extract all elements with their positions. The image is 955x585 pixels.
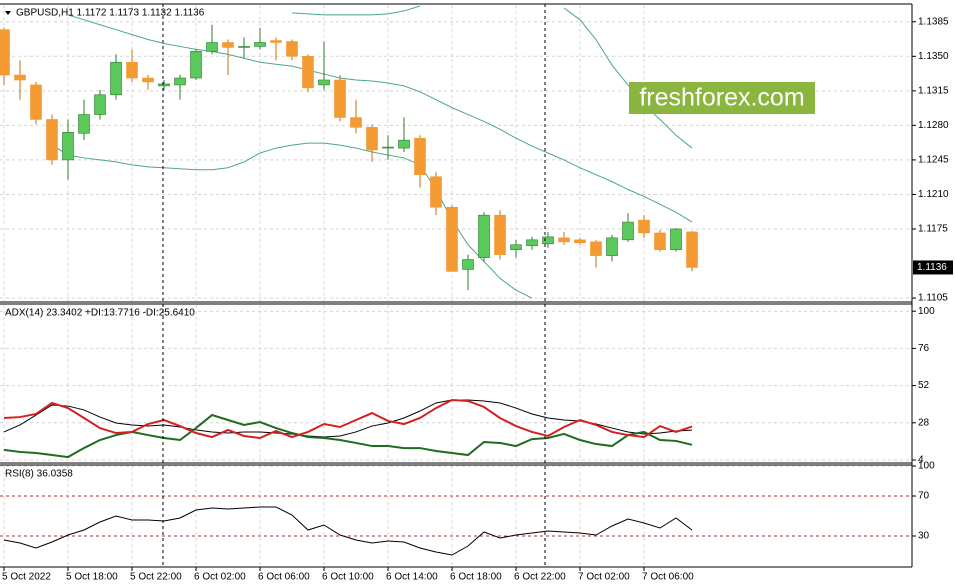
panel-title: GBPUSD,H1 1.1172 1.1173 1.1132 1.1136 [16, 8, 205, 19]
candle-body [382, 146, 394, 149]
candle-body [0, 29, 10, 76]
candle-body [414, 137, 426, 176]
y-tick-label: 1.1315 [918, 85, 949, 96]
y-tick-label: 1.1105 [918, 293, 948, 304]
candle-body [462, 259, 474, 270]
candle-body [558, 237, 570, 243]
bollinger-band [563, 7, 693, 149]
candle-body [270, 40, 282, 43]
candle-body [62, 131, 74, 161]
candle-body [670, 228, 682, 251]
indicator-line [3, 506, 693, 556]
y-tick-label: 1.1385 [918, 16, 949, 27]
candle-body [30, 84, 42, 120]
x-tick-label: 5 Oct 18:00 [66, 572, 118, 583]
candle-body [174, 77, 186, 86]
candle-body [622, 221, 634, 241]
y-tick-label: 28 [918, 417, 930, 428]
candle-body [478, 214, 490, 258]
x-tick-label: 6 Oct 02:00 [194, 572, 246, 583]
candle-body [190, 51, 202, 79]
y-tick-label: 76 [918, 343, 930, 354]
candle-body [398, 139, 410, 149]
indicator-line [3, 413, 693, 459]
y-tick-label: 100 [918, 461, 935, 472]
candle-body [606, 237, 618, 256]
candle-body [526, 239, 538, 247]
candle-body [510, 244, 522, 251]
y-tick-label: 4 [918, 455, 924, 466]
y-tick-label: 1.1175 [918, 224, 948, 235]
candle-body [46, 119, 58, 161]
x-tick-label: 6 Oct 18:00 [450, 572, 502, 583]
y-tick-label: 70 [918, 491, 930, 502]
candle-body [366, 127, 378, 151]
x-tick-label: 6 Oct 10:00 [322, 572, 374, 583]
candle-body [222, 42, 234, 48]
x-tick-label: 6 Oct 14:00 [386, 572, 438, 583]
candle-body [126, 61, 138, 79]
candle-body [654, 232, 666, 251]
candle-body [350, 117, 362, 128]
panel-title: RSI(8) 36.0358 [5, 469, 73, 480]
panel-title: ADX(14) 23.3402 +DI:13.7716 -DI:25.6410 [5, 308, 195, 319]
candle-body [318, 79, 330, 86]
candle-body [142, 77, 154, 83]
y-tick-label: 1.1245 [918, 155, 949, 166]
bollinger-band [67, 14, 693, 223]
y-tick-label: 30 [918, 531, 930, 542]
candle-body [302, 56, 314, 89]
x-tick-label: 6 Oct 22:00 [514, 572, 566, 583]
candle-body [494, 214, 506, 255]
candle-body [590, 241, 602, 256]
x-tick-label: 7 Oct 02:00 [578, 572, 630, 583]
candle-body [238, 46, 250, 48]
plot-area [0, 5, 912, 566]
bollinger-band [291, 5, 421, 16]
candle-body [286, 41, 298, 57]
candle-body [430, 176, 442, 208]
x-tick-label: 6 Oct 06:00 [258, 572, 310, 583]
y-tick-label: 52 [918, 380, 930, 391]
price-label-box [913, 260, 953, 275]
candle-body [78, 114, 90, 134]
candle-body [686, 231, 698, 268]
candle-body [446, 206, 458, 272]
candle-body [542, 236, 554, 245]
y-tick-label: 1.1280 [918, 120, 949, 131]
candle-body [110, 61, 122, 96]
candle-body [254, 42, 266, 47]
x-tick-label: 7 Oct 06:00 [642, 572, 694, 583]
y-tick-label: 100 [918, 306, 935, 317]
y-tick-label: 1.1210 [918, 189, 949, 200]
candle-body [206, 42, 218, 52]
candle-body [638, 219, 650, 234]
candle-body [158, 83, 170, 87]
y-tick-label: 1.1350 [918, 51, 949, 62]
candle-body [574, 239, 586, 244]
candle-body [334, 79, 346, 118]
x-tick-label: 5 Oct 22:00 [130, 572, 182, 583]
candle-body [14, 74, 26, 81]
watermark-box [629, 82, 815, 114]
watermark: freshforex.com [639, 84, 804, 112]
menu-arrow[interactable] [5, 11, 11, 15]
candle-body [94, 94, 106, 115]
price-label: 1.1136 [917, 262, 947, 273]
indicator-line [3, 399, 693, 440]
x-tick-label: 5 Oct 2022 [2, 572, 51, 583]
